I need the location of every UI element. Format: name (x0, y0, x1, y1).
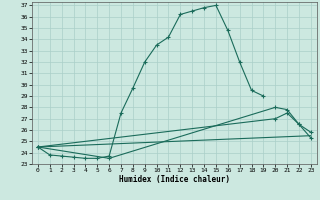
X-axis label: Humidex (Indice chaleur): Humidex (Indice chaleur) (119, 175, 230, 184)
